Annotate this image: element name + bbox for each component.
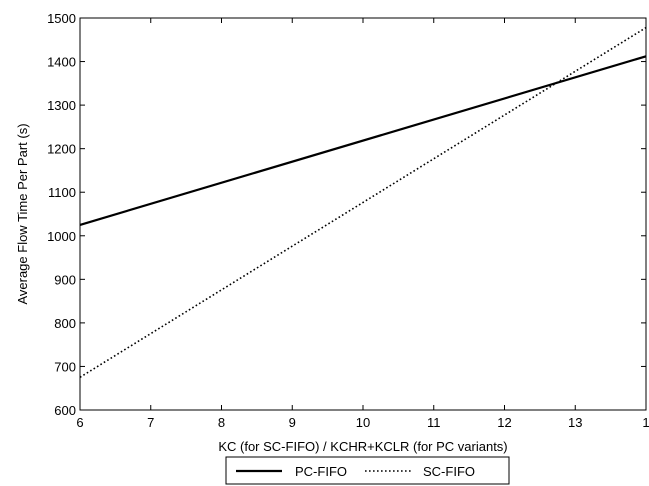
- x-tick-label: 9: [289, 415, 296, 430]
- y-tick-label: 1200: [47, 142, 76, 157]
- legend: PC-FIFO SC-FIFO: [225, 456, 510, 485]
- y-tick-label: 1000: [47, 229, 76, 244]
- series-line-pc-fifo: [79, 55, 647, 226]
- x-tick-label: 7: [147, 415, 154, 430]
- y-tick-label: 600: [54, 403, 76, 418]
- y-tick-label: 800: [54, 316, 76, 331]
- legend-label-pc-fifo: PC-FIFO: [295, 464, 347, 479]
- x-tick-label: 12: [497, 415, 511, 430]
- x-axis-label: KC (for SC-FIFO) / KCHR+KCLR (for PC var…: [218, 439, 507, 454]
- x-tick-label: 10: [356, 415, 370, 430]
- x-tick-label: 11: [427, 415, 441, 430]
- x-tick-label: 13: [568, 415, 582, 430]
- plot-area: [79, 17, 647, 411]
- y-tick-label: 900: [54, 272, 76, 287]
- y-tick-label: 1300: [47, 98, 76, 113]
- x-tick-label: 8: [218, 415, 225, 430]
- y-tick-label: 700: [54, 359, 76, 374]
- y-axis-label: Average Flow Time Per Part (s): [15, 123, 30, 304]
- y-tick-label: 1400: [47, 55, 76, 70]
- x-tick-label: 1: [642, 415, 649, 430]
- y-tick-label: 1100: [48, 185, 76, 200]
- x-tick-label: 6: [76, 415, 83, 430]
- series-line-sc-fifo: [79, 26, 647, 378]
- legend-label-sc-fifo: SC-FIFO: [423, 464, 475, 479]
- y-tick-label: 1500: [47, 11, 76, 26]
